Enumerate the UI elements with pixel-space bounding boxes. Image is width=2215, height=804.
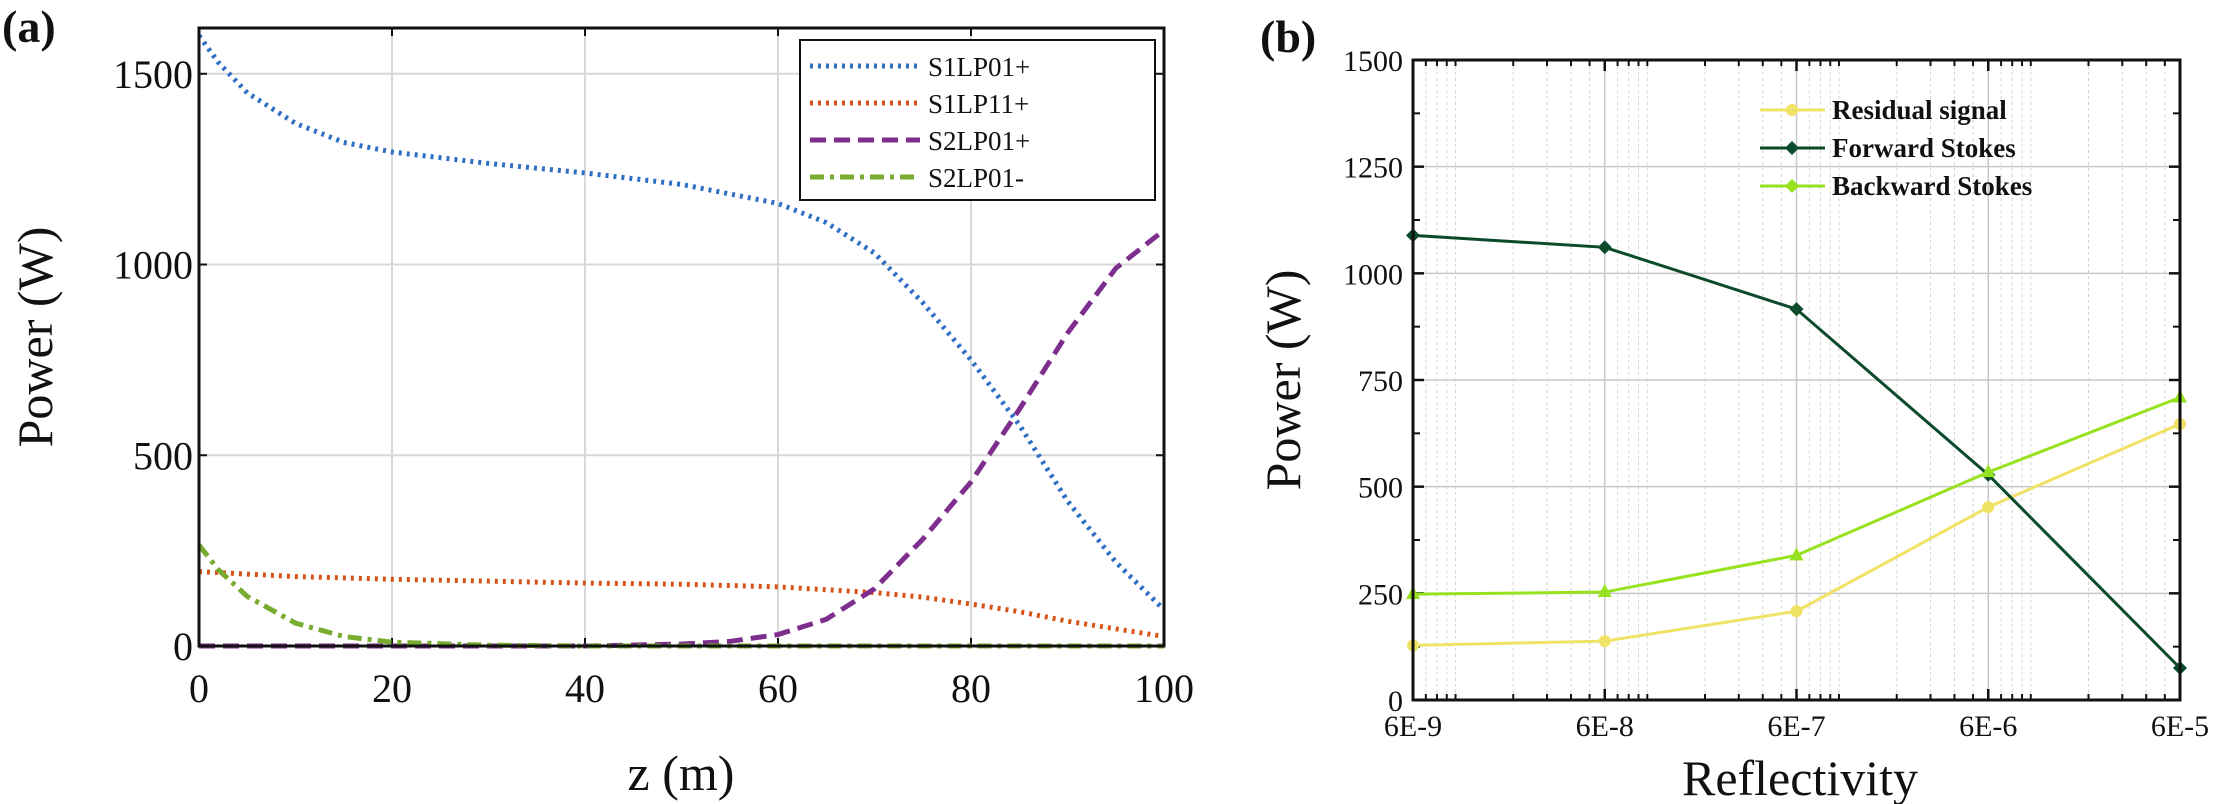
data-point-forward-stokes: [1597, 240, 1612, 255]
y-tick-label: 500: [133, 433, 193, 478]
plot-frame: [197, 26, 1166, 648]
legend-marker: [1785, 179, 1799, 193]
chart-a: (a) Power (W) z (m) 0 20 40 60 80 10005001000…: [2, 1, 1194, 801]
series-line-s1lp11-: [198, 569, 1165, 639]
legend-marker: [1785, 141, 1799, 155]
x-tick-label: 20: [372, 666, 412, 711]
data-point-backward-stokes: [1597, 584, 1612, 598]
x-tick-label: 0: [189, 666, 209, 711]
series-line-s2lp01-: [197, 543, 1164, 649]
series-line-s2lp01-: [199, 228, 1166, 649]
x-tick-label: 6E-9: [1384, 710, 1442, 743]
panel-label-a: (a): [2, 1, 56, 52]
y-tick-label: 0: [1388, 685, 1403, 718]
y-tick-label: 0: [173, 624, 193, 669]
data-point-residual-signal: [1598, 635, 1611, 648]
legend-label: Residual signal: [1832, 95, 2007, 125]
panel-label-b: (b): [1260, 11, 1316, 62]
x-axis-label-a: z (m): [628, 745, 735, 801]
y-tick-label: 1500: [1343, 45, 1403, 78]
y-tick-label: 1000: [113, 243, 193, 288]
legend-marker: [1786, 104, 1798, 116]
series-line-s1lp01-: [196, 34, 1166, 612]
legend: S1LP01+ S1LP11+ S2LP01+ S2LP01-: [799, 39, 1156, 201]
legend-label: S2LP01-: [928, 163, 1024, 193]
legend-label: Backward Stokes: [1832, 171, 2032, 201]
y-tick-label: 1000: [1343, 258, 1403, 291]
data-point-residual-signal: [1790, 605, 1803, 618]
plot-frame: [1411, 58, 2182, 702]
legend-label: Forward Stokes: [1832, 133, 2016, 163]
y-tick-label: 1500: [113, 52, 193, 97]
data-point-forward-stokes: [1789, 302, 1804, 317]
x-tick-label: 100: [1134, 666, 1194, 711]
y-axis-label-b: Power (W): [1255, 270, 1311, 491]
legend-label: S1LP11+: [928, 89, 1029, 119]
y-tick-label: 750: [1358, 365, 1403, 398]
legend-label: S1LP01+: [928, 52, 1030, 82]
y-axis-label-a: Power (W): [7, 227, 63, 448]
x-tick-label: 6E-6: [1959, 710, 2017, 743]
data-point-backward-stokes: [1789, 547, 1804, 561]
legend: Residual signal Forward Stokes Backward St…: [1760, 95, 2032, 201]
x-tick-label: 80: [951, 666, 991, 711]
y-tick-label: 500: [1358, 472, 1403, 505]
data-point-backward-stokes: [1981, 464, 1996, 478]
x-tick-label: 6E-8: [1576, 710, 1634, 743]
x-tick-label: 6E-5: [2151, 710, 2209, 743]
x-tick-label: 40: [565, 666, 605, 711]
y-tick-label: 250: [1358, 578, 1403, 611]
x-tick-label: 6E-7: [1767, 710, 1825, 743]
y-tick-label: 1250: [1343, 152, 1403, 185]
x-axis-label-b: Reflectivity: [1682, 750, 1918, 804]
x-tick-label: 60: [758, 666, 798, 711]
legend-label: S2LP01+: [928, 126, 1030, 156]
chart-b: (b) Power (W) Reflectivity 6E-9 6E-8 6E-7 6…: [1255, 11, 2209, 804]
data-point-residual-signal: [1982, 501, 1995, 514]
